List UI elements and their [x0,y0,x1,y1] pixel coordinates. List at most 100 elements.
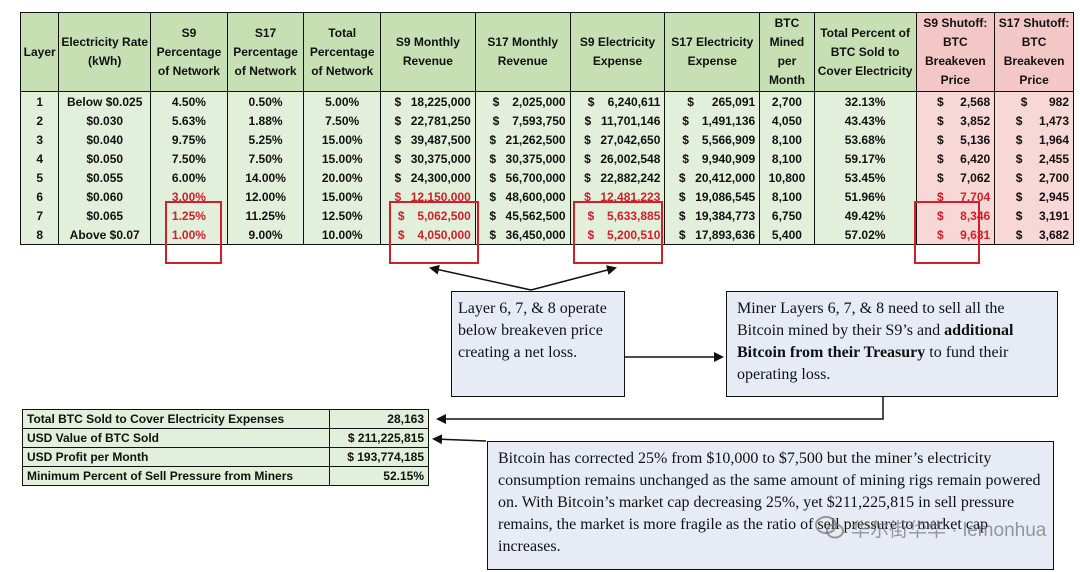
treasury-sell-note: Miner Layers 6, 7, & 8 need to sell all … [726,291,1058,397]
table-cell: $36,450,000 [474,225,571,245]
cell-value: 24,300,000 [410,170,471,185]
cell-value: 7,593,750 [512,113,566,128]
table-cell: $0.040 [58,130,152,149]
table-cell: $6,420 [915,149,996,168]
cell-value: 2,455 [1038,151,1069,166]
table-cell: 59.17% [813,149,917,168]
table-cell: 12.50% [303,206,382,225]
table-cell: $48,600,000 [474,187,571,206]
currency-symbol: $ [397,208,405,223]
table-cell: 20.00% [303,168,382,187]
currency-symbol: $ [678,227,686,242]
mining-layers-table: Layer Electricity Rate (kWh) S9 Percentage… [19,12,1074,245]
cell-value: 11,701,146 [601,113,661,128]
s9-expense-highlight [573,201,663,264]
cell-value: 12,481,223 [600,189,661,204]
cell-value: 1,473 [1038,113,1069,128]
arrow-to-revenue [429,264,532,291]
currency-symbol: $ [682,113,689,128]
note2-text-b: to fund their operating loss. [737,344,1009,383]
table-cell: $2,568 [915,91,996,111]
cell-value: 265,091 [711,94,756,109]
column-header: S9 Percentage of Network [150,12,228,92]
currency-symbol: $ [489,189,497,204]
currency-symbol: $ [1015,227,1023,242]
currency-symbol: $ [936,170,944,185]
currency-symbol: $ [678,189,686,204]
currency-symbol: $ [1015,170,1023,185]
cell-value: 2,025,000 [512,94,566,109]
table-cell: $2,945 [994,187,1074,206]
cell-value: 27,042,650 [600,132,661,147]
currency-symbol: $ [936,189,944,204]
table-cell: 6 [19,187,60,206]
table-cell: Below $0.025 [58,91,152,111]
table-cell: $3,682 [994,225,1074,245]
table-cell: $0.050 [58,149,152,168]
currency-symbol: $ [584,170,591,185]
table-cell: $4,050,000 [380,225,476,245]
table-cell: $265,091 [664,91,761,111]
table-row: 8 Above $0.07 1.00% 9.00% 10.00% $4,050,000 $3… [19,225,1074,245]
cell-value: 22,781,250 [410,113,471,128]
table-cell: 9.00% [226,225,305,245]
currency-symbol: $ [678,208,686,223]
currency-symbol: $ [584,189,591,204]
table-cell: $6,240,611 [569,91,666,111]
currency-symbol: $ [1015,113,1023,128]
currency-symbol: $ [489,132,497,147]
summary-value: $ 211,225,815 [329,428,429,448]
currency-symbol: $ [394,132,402,147]
currency-symbol: $ [584,151,591,166]
table-cell: 4.50% [150,91,228,111]
table-cell: 2,700 [759,91,815,111]
table-cell: 32.13% [813,91,917,111]
table-row: 3 $0.040 9.75% 5.25% 15.00% $39,487,500 $21,26… [19,130,1074,149]
table-cell: $5,633,885 [569,206,666,225]
table-cell: 5,400 [759,225,815,245]
column-header: S17 Monthly Revenue [474,12,571,92]
summary-row: USD Profit per Month $ 193,774,185 [22,447,429,467]
table-row: 4 $0.050 7.50% 7.50% 15.00% $30,375,000 $30,37… [19,149,1074,168]
table-cell: 9.75% [150,130,228,149]
currency-symbol: $ [682,132,689,147]
table-cell: $26,002,548 [569,149,666,168]
summary-row: Minimum Percent of Sell Pressure from Mi… [22,466,429,486]
column-header: S9 Electricity Expense [569,12,666,92]
cell-value: 3,852 [960,113,991,128]
table-cell: $30,375,000 [380,149,476,168]
table-cell: $3,852 [915,111,996,130]
table-cell: 2 [19,111,60,130]
table-cell: 7.50% [150,149,228,168]
column-header: S9 Shutoff: BTC Breakeven Price [915,12,996,92]
cell-value: 5,566,909 [701,132,756,147]
wechat-logo-icon [815,515,845,541]
table-cell: 5.00% [303,91,382,111]
table-cell: 1.88% [226,111,305,130]
cell-value: 5,062,500 [417,208,471,223]
table-cell: 51.96% [813,187,917,206]
cell-value: 7,704 [960,189,991,204]
currency-symbol: $ [587,94,595,109]
note2-text-a: Miner Layers 6, 7, & 8 need to sell all … [737,300,1005,339]
currency-symbol: $ [936,151,944,166]
table-cell: 7 [19,206,60,225]
table-cell: $11,701,146 [569,111,666,130]
table-cell: $0.030 [58,111,152,130]
currency-symbol: $ [584,132,591,147]
table-cell: 1.00% [150,225,228,245]
table-cell: $18,225,000 [380,91,476,111]
cell-value: 22,882,242 [600,170,661,185]
table-cell: 57.02% [813,225,917,245]
currency-symbol: $ [936,208,944,223]
cell-value: 30,375,000 [410,151,471,166]
table-cell: 8,100 [759,187,815,206]
currency-symbol: $ [394,113,402,128]
cell-value: 39,487,500 [410,132,471,147]
currency-symbol: $ [394,189,402,204]
table-cell: 8 [19,225,60,245]
column-header: Total Percent of BTC Sold to Cover Elect… [813,12,917,92]
currency-symbol: $ [587,208,595,223]
cell-value: 2,700 [1038,170,1069,185]
